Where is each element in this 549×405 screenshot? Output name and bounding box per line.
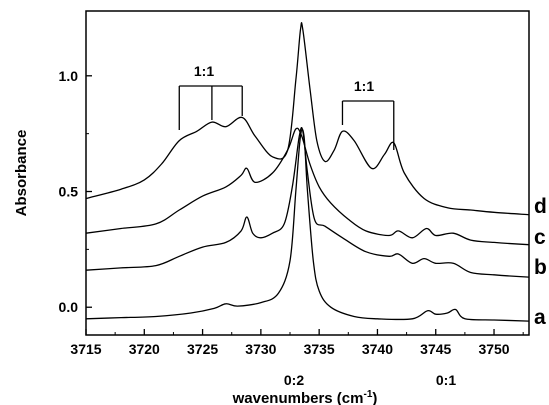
curve-label-d: d <box>534 195 547 218</box>
annotation-1-1-right: 1:1 <box>354 78 374 94</box>
x-tick-label-3725: 3725 <box>187 341 218 357</box>
x-axis-title-main: wavenumbers (cm <box>232 390 364 405</box>
curve-a <box>85 128 530 322</box>
y-tick-label-1.0: 1.0 <box>59 68 79 84</box>
spectra-curves <box>85 22 530 322</box>
curve-label-a: a <box>534 306 546 329</box>
plot-frame <box>85 10 530 336</box>
x-tick-label-3745: 3745 <box>420 341 451 357</box>
annotation-1-1-left: 1:1 <box>194 63 214 79</box>
x-tick-label-3735: 3735 <box>304 341 335 357</box>
x-tick-label-3750: 3750 <box>478 341 509 357</box>
x-axis-title: wavenumbers (cm-1) <box>232 389 378 405</box>
x-tick-label-3740: 3740 <box>362 341 393 357</box>
y-axis-title: Absorbance <box>13 130 30 217</box>
x-tick-label-3715: 3715 <box>70 341 101 357</box>
curve-label-c: c <box>534 226 546 249</box>
curve-c <box>85 127 530 246</box>
curve-label-b: b <box>534 256 547 279</box>
x-tick-label-3720: 3720 <box>129 341 160 357</box>
y-tick-label-0.0: 0.0 <box>59 299 79 315</box>
y-axis-ticks: 0.0 0.5 1.0 <box>59 68 92 315</box>
bracket-annotations <box>178 85 395 150</box>
curve-b <box>85 127 530 278</box>
x-axis-title-superscript: -1 <box>363 389 372 400</box>
x-axis-title-close: ) <box>372 390 377 405</box>
annotation-0-2: 0:2 <box>284 372 304 388</box>
x-axis-ticks: 3715 3720 3725 3730 3735 3740 3745 3750 <box>70 329 524 357</box>
x-tick-label-3730: 3730 <box>245 341 276 357</box>
curve-d <box>85 22 530 216</box>
y-tick-label-0.5: 0.5 <box>59 184 79 200</box>
annotation-0-1: 0:1 <box>436 372 456 388</box>
